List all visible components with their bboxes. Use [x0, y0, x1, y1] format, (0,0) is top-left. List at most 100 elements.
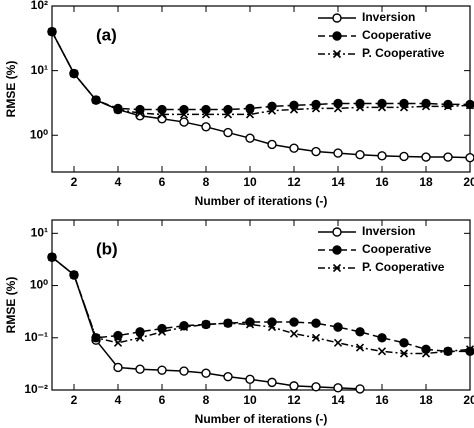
marker — [47, 27, 57, 36]
marker — [399, 151, 409, 162]
marker — [179, 323, 189, 332]
x-axis-label: Number of iterations (-) — [195, 194, 328, 208]
y-tick-label: 10⁻² — [24, 382, 48, 396]
x-tick-label: 10 — [243, 175, 257, 189]
legend-label: Cooperative — [362, 242, 432, 256]
marker — [289, 329, 299, 338]
marker — [377, 347, 387, 356]
marker — [355, 343, 365, 352]
x-tick-label: 16 — [375, 175, 389, 189]
legend-label: Cooperative — [362, 28, 432, 42]
x-tick-label: 4 — [115, 175, 122, 189]
y-tick-label: 10⁰ — [30, 278, 48, 292]
legend-label: P. Cooperative — [362, 260, 445, 274]
marker — [113, 338, 123, 347]
marker — [245, 374, 255, 385]
marker — [91, 96, 101, 105]
y-tick-label: 10² — [31, 0, 48, 12]
x-tick-label: 8 — [203, 393, 210, 407]
marker — [289, 105, 299, 114]
marker — [311, 99, 321, 110]
marker — [179, 110, 189, 119]
marker — [179, 366, 189, 376]
marker — [421, 152, 431, 162]
marker — [223, 127, 233, 138]
marker — [333, 148, 343, 158]
y-tick-label: 10⁻¹ — [24, 330, 48, 344]
y-axis-label: RMSE (%) — [4, 61, 18, 118]
marker — [157, 110, 167, 119]
marker — [223, 371, 233, 382]
marker — [465, 346, 474, 357]
marker — [289, 317, 299, 327]
marker — [332, 227, 342, 237]
marker — [311, 382, 321, 392]
marker — [355, 103, 365, 112]
x-tick-label: 20 — [463, 393, 474, 407]
marker — [267, 139, 277, 150]
marker — [69, 69, 79, 78]
marker — [465, 345, 474, 354]
legend-label: Inversion — [362, 224, 415, 238]
marker — [135, 333, 145, 342]
marker — [47, 253, 57, 262]
marker — [465, 152, 474, 163]
marker — [399, 349, 409, 358]
x-tick-label: 2 — [71, 393, 78, 407]
marker — [465, 101, 474, 110]
x-axis-label: Number of iterations (-) — [195, 412, 328, 426]
marker — [157, 365, 167, 375]
legend-label: Inversion — [362, 10, 415, 24]
marker — [91, 333, 101, 342]
marker — [443, 347, 453, 356]
y-tick-label: 10¹ — [31, 63, 48, 77]
marker — [267, 106, 277, 115]
marker — [69, 270, 79, 279]
panel-label: (b) — [96, 239, 118, 258]
marker — [399, 103, 409, 112]
marker — [201, 368, 211, 378]
series-line — [52, 31, 470, 116]
marker — [179, 117, 189, 127]
x-tick-label: 18 — [419, 175, 433, 189]
marker — [311, 333, 321, 342]
marker — [311, 104, 321, 113]
marker — [135, 109, 145, 118]
x-tick-label: 12 — [287, 393, 301, 407]
marker — [113, 105, 123, 114]
x-tick-label: 6 — [159, 393, 166, 407]
marker — [289, 100, 299, 111]
marker — [443, 152, 453, 162]
marker — [333, 338, 343, 347]
marker — [377, 151, 387, 161]
marker — [421, 349, 431, 358]
marker — [332, 245, 342, 255]
marker — [157, 327, 167, 336]
marker — [355, 327, 365, 337]
x-tick-label: 20 — [463, 175, 474, 189]
marker — [421, 102, 431, 111]
marker — [267, 101, 277, 112]
marker — [179, 321, 189, 331]
marker — [355, 150, 365, 160]
marker — [201, 320, 211, 329]
legend-label: P. Cooperative — [362, 46, 445, 60]
marker — [113, 330, 123, 341]
marker — [289, 381, 299, 391]
x-tick-label: 18 — [419, 393, 433, 407]
marker — [157, 114, 167, 124]
x-tick-label: 14 — [331, 393, 345, 407]
marker — [355, 384, 365, 394]
marker — [267, 377, 277, 388]
x-tick-label: 14 — [331, 175, 345, 189]
marker — [201, 122, 211, 132]
marker — [421, 344, 431, 355]
plot-frame — [51, 5, 471, 173]
series-line — [52, 256, 470, 355]
x-tick-label: 6 — [159, 175, 166, 189]
marker — [311, 318, 321, 328]
x-tick-label: 8 — [203, 175, 210, 189]
x-tick-label: 10 — [243, 393, 257, 407]
marker — [245, 110, 255, 119]
